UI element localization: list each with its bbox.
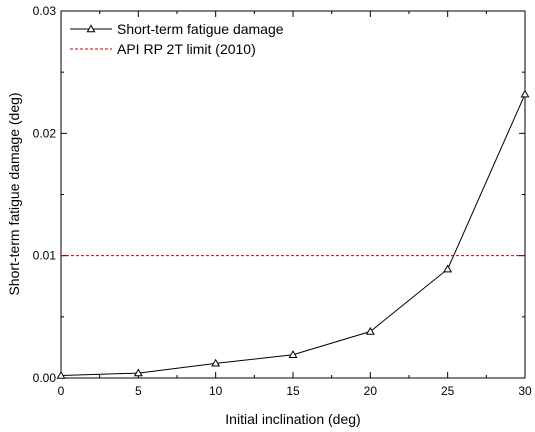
x-tick-label: 10 [209,384,223,398]
x-tick-label: 30 [518,384,532,398]
plot-area [60,10,526,379]
x-tick-label: 5 [135,384,142,398]
data-point [211,358,221,367]
data-point [56,370,66,379]
x-tick-label: 20 [364,384,378,398]
x-axis-ticks: 0 5 10 15 20 25 30 [58,11,532,398]
x-tick-label: 15 [286,384,300,398]
series-line [60,93,526,377]
y-tick-label: 0.01 [33,249,57,263]
x-axis-title: Initial inclination (deg) [225,411,360,427]
legend-marker [86,24,96,33]
data-point [443,264,453,273]
legend-label: Short-term fatigue damage [117,21,284,37]
data-point [520,89,530,98]
series-lines [60,93,526,377]
x-tick-label: 25 [441,384,455,398]
data-point [133,368,143,377]
y-tick-label: 0.02 [33,126,57,140]
y-axis-ticks: 0.00 0.01 0.02 0.03 [33,4,525,385]
y-tick-label: 0.00 [33,371,57,385]
legend-label: API RP 2T limit (2010) [117,41,256,57]
x-tick-label: 0 [58,384,65,398]
legend: Short-term fatigue damage API RP 2T limit… [70,21,284,57]
data-point [288,350,298,358]
y-axis-title: Short-term fatigue damage (deg) [6,92,22,295]
data-point [365,326,375,335]
series-points [56,89,530,379]
y-tick-label: 0.03 [33,4,57,18]
